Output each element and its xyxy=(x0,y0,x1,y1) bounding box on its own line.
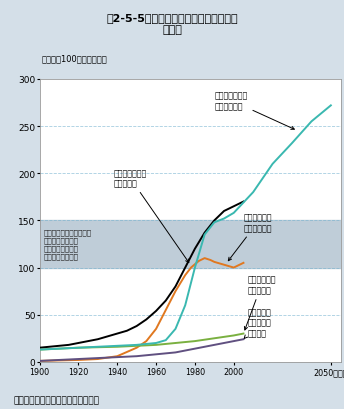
Text: 図2-5-5　人為活動による反応性窒素の: 図2-5-5 人為活動による反応性窒素の xyxy=(106,13,238,23)
Text: 施肥及び産業
による使用量: 施肥及び産業 による使用量 xyxy=(228,213,272,261)
Text: 窒素量（100万トン／年）: 窒素量（100万トン／年） xyxy=(41,54,107,63)
Text: 生産量: 生産量 xyxy=(162,25,182,35)
Text: 化石燃料の
消費による
窒素放出: 化石燃料の 消費による 窒素放出 xyxy=(244,308,271,339)
Text: 資料：ミレニアム生態系評価報告書: 資料：ミレニアム生態系評価報告書 xyxy=(14,395,100,404)
Text: 農地における
窒素固定量: 農地における 窒素固定量 xyxy=(244,275,276,330)
Text: 予想される人為
による投入量: 予想される人為 による投入量 xyxy=(214,92,294,130)
Text: 陸上のバクテリアによる
窒素固定量の範囲
（農業生態系での
窒素固定を除く）: 陸上のバクテリアによる 窒素固定量の範囲 （農業生態系での 窒素固定を除く） xyxy=(43,229,92,260)
Text: 人為による投入
量の合計値: 人為による投入 量の合計値 xyxy=(114,169,189,263)
Bar xyxy=(40,221,341,268)
